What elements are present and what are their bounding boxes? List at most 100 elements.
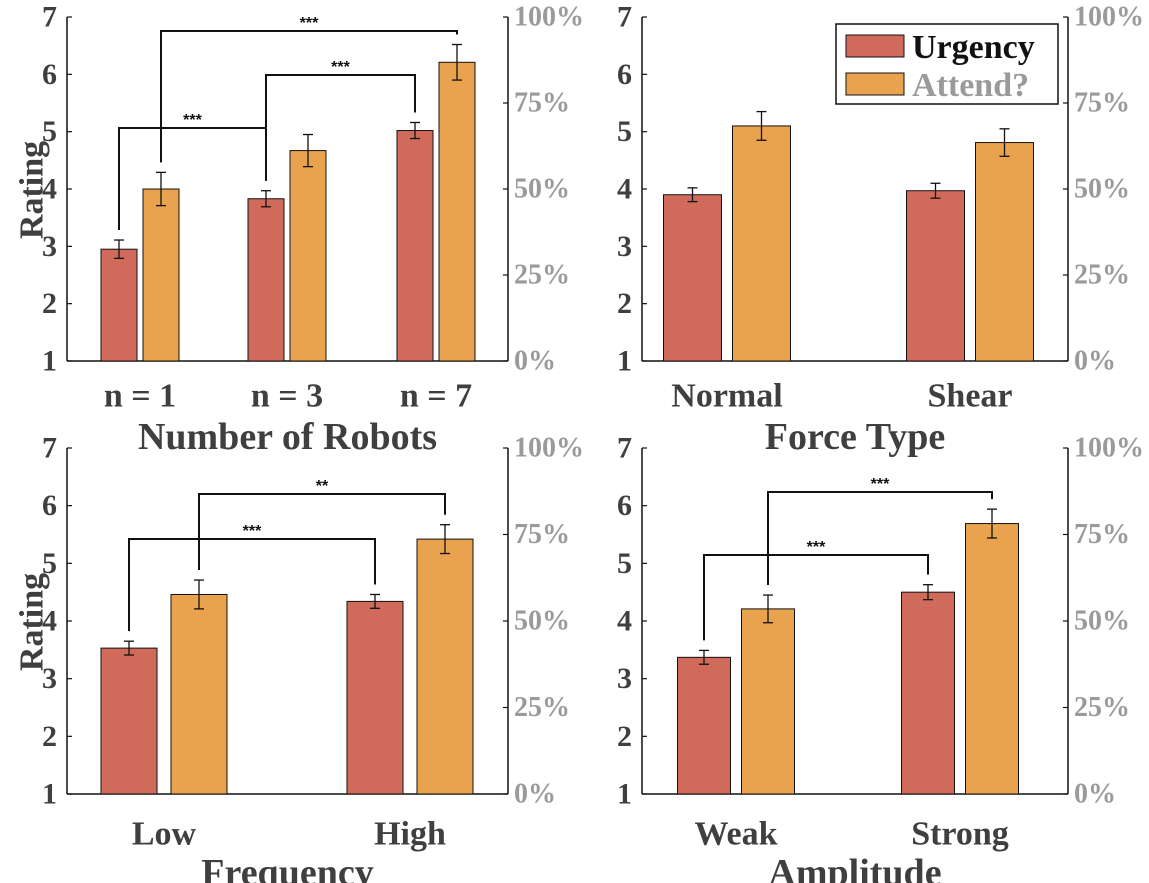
bar-urgency xyxy=(677,656,731,795)
y-tick-label: 2 xyxy=(42,720,57,753)
significance-bracket: *** xyxy=(265,59,416,181)
legend-swatch-attend xyxy=(845,72,905,96)
y-tick-label: 4 xyxy=(617,605,632,638)
y-tick-label: 6 xyxy=(617,58,632,91)
y-tick-label: 3 xyxy=(42,662,57,695)
y-tick-label: 2 xyxy=(617,287,632,320)
y-tick-label: 7 xyxy=(42,432,57,465)
y-tick-label: 7 xyxy=(617,432,632,465)
bar-attend xyxy=(741,608,795,795)
y2-tick-label: 75% xyxy=(514,519,570,550)
y-tick-label: 1 xyxy=(42,345,57,378)
significance-line xyxy=(160,30,458,163)
x-category-label: Low xyxy=(132,816,197,853)
bar-urgency xyxy=(396,130,434,362)
bar-urgency xyxy=(100,248,138,362)
y-tick-label: 6 xyxy=(617,489,632,522)
significance-bracket: *** xyxy=(767,476,993,586)
bar-attend xyxy=(732,125,791,362)
significance-label: *** xyxy=(871,476,890,493)
y-tick-label: 4 xyxy=(617,173,632,206)
significance-label: ** xyxy=(316,478,329,495)
y2-tick-label: 25% xyxy=(1074,260,1130,291)
significance-line xyxy=(265,74,416,181)
bar-attend xyxy=(975,142,1034,362)
bar-attend xyxy=(965,523,1019,795)
x-category-label: Strong xyxy=(911,816,1009,853)
y-tick-label: 6 xyxy=(42,58,57,91)
y2-tick-label: 100% xyxy=(1074,433,1144,464)
y-tick-label: 4 xyxy=(42,605,57,638)
x-category-label: n = 1 xyxy=(104,378,176,415)
y-tick-label: 1 xyxy=(617,345,632,378)
y-tick-label: 1 xyxy=(42,778,57,811)
bar-attend xyxy=(142,188,180,362)
y2-tick-label: 50% xyxy=(514,606,570,637)
legend-label-attend: Attend? xyxy=(912,67,1029,104)
y-tick-label: 3 xyxy=(617,662,632,695)
bar-attend xyxy=(289,150,327,362)
y2-tick-label: 50% xyxy=(514,174,570,205)
y-tick-label: 7 xyxy=(617,1,632,34)
y-tick-label: 5 xyxy=(617,115,632,148)
significance-bracket: ** xyxy=(198,478,446,571)
y-tick-label: 5 xyxy=(42,115,57,148)
y-axis-title: Rating xyxy=(14,141,51,239)
significance-line xyxy=(128,538,376,632)
significance-line xyxy=(198,493,446,571)
y-tick-label: 7 xyxy=(42,1,57,34)
y2-tick-label: 0% xyxy=(514,779,556,810)
bar-urgency xyxy=(346,600,404,795)
bar-urgency xyxy=(247,198,285,362)
x-axis-title: Number of Robots xyxy=(138,416,437,458)
significance-line xyxy=(767,491,993,586)
y2-tick-label: 0% xyxy=(514,346,556,377)
x-category-label: n = 3 xyxy=(251,378,323,415)
chart-panel-4: 1 2 3 4 5 6 7 0% 25% 50% 75% 100% Weak Strong *** *** Am… xyxy=(617,432,1144,883)
legend-label-urgency: Urgency xyxy=(912,29,1035,66)
bar-urgency xyxy=(901,591,955,795)
bar-urgency xyxy=(663,194,722,362)
y2-tick-label: 100% xyxy=(514,2,584,33)
chart-panel-1: 1 2 3 4 5 6 7 0% 25% 50% 75% 100% n = 1 n = 3 n = 7 ***… xyxy=(14,1,585,459)
bar-urgency xyxy=(100,647,158,795)
significance-line xyxy=(118,127,267,231)
y2-tick-label: 0% xyxy=(1074,779,1116,810)
y-tick-label: 2 xyxy=(42,287,57,320)
significance-label: *** xyxy=(243,523,262,540)
significance-bracket: *** xyxy=(160,15,458,163)
x-category-label: Normal xyxy=(671,378,782,415)
y2-tick-label: 25% xyxy=(514,260,570,291)
bar-attend xyxy=(438,61,476,362)
y-tick-label: 3 xyxy=(617,230,632,263)
legend-swatch-urgency xyxy=(845,34,905,58)
x-category-label: Weak xyxy=(694,816,777,853)
significance-label: *** xyxy=(807,539,826,556)
x-axis-title: Frequency xyxy=(201,852,373,883)
y2-tick-label: 50% xyxy=(1074,606,1130,637)
y2-tick-label: 75% xyxy=(1074,519,1130,550)
y2-tick-label: 75% xyxy=(1074,88,1130,119)
significance-bracket: *** xyxy=(118,112,267,231)
y-axis-title: Rating xyxy=(14,573,51,671)
y-tick-label: 1 xyxy=(617,778,632,811)
y2-tick-label: 50% xyxy=(1074,174,1130,205)
x-axis-title: Force Type xyxy=(765,416,945,458)
significance-bracket: *** xyxy=(128,523,376,632)
y2-tick-label: 25% xyxy=(514,692,570,723)
y-tick-label: 5 xyxy=(42,547,57,580)
y2-tick-label: 0% xyxy=(1074,346,1116,377)
y2-tick-label: 100% xyxy=(514,433,584,464)
bar-attend xyxy=(416,538,474,795)
y2-tick-label: 100% xyxy=(1074,2,1144,33)
x-axis-title: Amplitude xyxy=(768,852,941,883)
y-tick-label: 6 xyxy=(42,489,57,522)
y-tick-label: 5 xyxy=(617,547,632,580)
y-tick-label: 3 xyxy=(42,230,57,263)
x-category-label: High xyxy=(374,816,446,853)
x-category-label: Shear xyxy=(928,378,1013,415)
significance-label: *** xyxy=(183,112,202,129)
y-tick-label: 4 xyxy=(42,173,57,206)
